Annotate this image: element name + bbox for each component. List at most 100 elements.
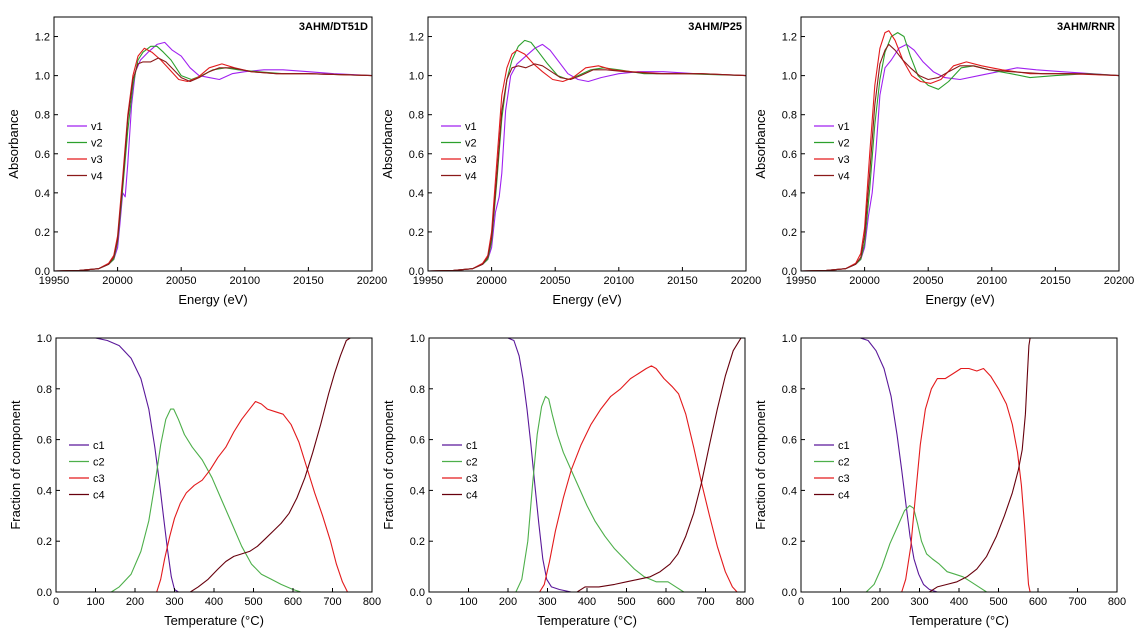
legend-label-v1: v1 [91,121,103,133]
y-tick-label: 0.0 [782,266,797,278]
y-tick-label: 0.2 [782,536,797,548]
x-tick-label: 100 [459,596,477,608]
x-tick-label: 0 [53,596,59,608]
panel-2: 19950 20000 20050 20100 20150 20200 0.0 0.2 0.4 0… [380,16,761,307]
series-group [429,338,745,592]
series-line-v3 [801,30,1119,271]
y-tick-label: 0.0 [35,266,50,278]
plot-frame [53,16,373,272]
x-axis-label: Energy (eV) [178,292,247,307]
y-axis-label: Fraction of component [753,400,768,530]
x-tick-label: 500 [989,596,1007,608]
panel-3: 19950 20000 20050 20100 20150 20200 0.0 0.2 0.4 0… [753,16,1135,307]
y-tick-label: 0.6 [409,149,424,161]
y-tick-label: 0.2 [410,536,425,548]
y-tick-label: 0.4 [410,485,425,497]
x-tick-label: 0 [426,596,432,608]
legend-label-v1: v1 [838,121,850,133]
series-line-v2 [54,45,372,271]
series-line-c3 [429,365,745,592]
panel-title: 3AHM/DT51D [299,21,368,33]
x-tick-label: 20000 [102,275,133,287]
legend-label-c3: c3 [466,473,478,485]
series-line-c2 [801,505,1117,592]
x-tick-label: 400 [950,596,968,608]
y-tick-label: 1.2 [409,32,424,44]
x-tick-label: 400 [578,596,596,608]
legend-label-c4: c4 [466,490,478,502]
series-line-v4 [801,43,1119,271]
y-tick-label: 0.8 [35,110,50,122]
legend-label-v3: v3 [91,154,103,166]
y-axis-label: Absorbance [380,109,395,178]
x-tick-label: 20050 [540,275,571,287]
x-tick-label: 20200 [357,275,388,287]
x-tick-label: 700 [323,596,341,608]
legend-label-v1: v1 [465,121,477,133]
x-tick-label: 20100 [230,275,261,287]
series-line-c3 [801,367,1117,592]
series-group [54,41,372,271]
y-tick-label: 0.2 [37,536,52,548]
panel-4: 0 100 200 300 400 500 600 700 800 0.0 0.2 0.4 0.6 0.8… [8,333,381,628]
legend-label-v2: v2 [465,138,477,150]
legend: v1 v2 v3 v4 [441,121,477,183]
x-tick-label: 200 [499,596,517,608]
x-tick-label: 700 [1068,596,1086,608]
legend-label-v4: v4 [465,171,477,183]
y-tick-label: 0.8 [37,384,52,396]
y-tick-label: 0.6 [782,149,797,161]
y-tick-label: 1.0 [782,71,797,83]
series-line-c4 [429,338,745,592]
series-line-v2 [801,32,1119,271]
series-group [428,39,746,271]
series-group [801,338,1117,592]
legend: v1 v2 v3 v4 [814,121,850,183]
x-tick-label: 100 [86,596,104,608]
legend: v1 v2 v3 v4 [67,121,103,183]
series-line-c4 [801,338,1078,592]
series-line-v4 [428,63,746,271]
x-tick-label: 800 [1108,596,1126,608]
y-axis-label: Fraction of component [8,400,23,530]
x-tick-label: 600 [1029,596,1047,608]
y-tick-label: 0.6 [37,435,52,447]
series-line-c2 [429,395,745,592]
series-group [56,338,372,592]
legend-label-c2: c2 [93,457,105,469]
x-tick-label: 500 [244,596,262,608]
y-tick-label: 0.8 [410,384,425,396]
panel-1: 19950 20000 20050 20100 20150 20200 0.0 0.2 0.4 0… [6,16,388,307]
x-tick-label: 600 [657,596,675,608]
legend-label-v4: v4 [838,171,850,183]
legend-label-c2: c2 [838,457,850,469]
legend-label-c3: c3 [838,473,850,485]
series-line-c1 [56,338,372,592]
legend: c1 c2 c3 c4 [442,440,478,502]
x-tick-label: 800 [736,596,754,608]
x-tick-label: 20200 [1104,275,1135,287]
x-axis-label: Temperature (°C) [537,613,637,628]
x-tick-label: 20050 [913,275,944,287]
x-tick-label: 20150 [667,275,698,287]
y-tick-label: 0.2 [35,227,50,239]
y-tick-label: 0.2 [409,227,424,239]
y-tick-label: 1.0 [410,333,425,345]
legend-label-v2: v2 [838,138,850,150]
y-tick-label: 0.6 [35,149,50,161]
legend-label-v4: v4 [91,171,103,183]
y-tick-label: 0.8 [782,110,797,122]
x-tick-label: 19950 [39,275,70,287]
x-tick-label: 600 [284,596,302,608]
y-tick-label: 0.2 [782,227,797,239]
legend-label-v3: v3 [838,154,850,166]
y-tick-label: 0.4 [409,188,424,200]
legend: c1 c2 c3 c4 [814,440,850,502]
x-axis-label: Energy (eV) [552,292,621,307]
x-tick-label: 20000 [849,275,880,287]
y-tick-label: 1.2 [782,32,797,44]
series-line-c1 [429,338,745,592]
x-tick-label: 20000 [476,275,507,287]
legend-label-c1: c1 [93,440,105,452]
panel-6: 0 100 200 300 400 500 600 700 800 0.0 0.2 0.4 0.6 0.8… [753,333,1126,628]
